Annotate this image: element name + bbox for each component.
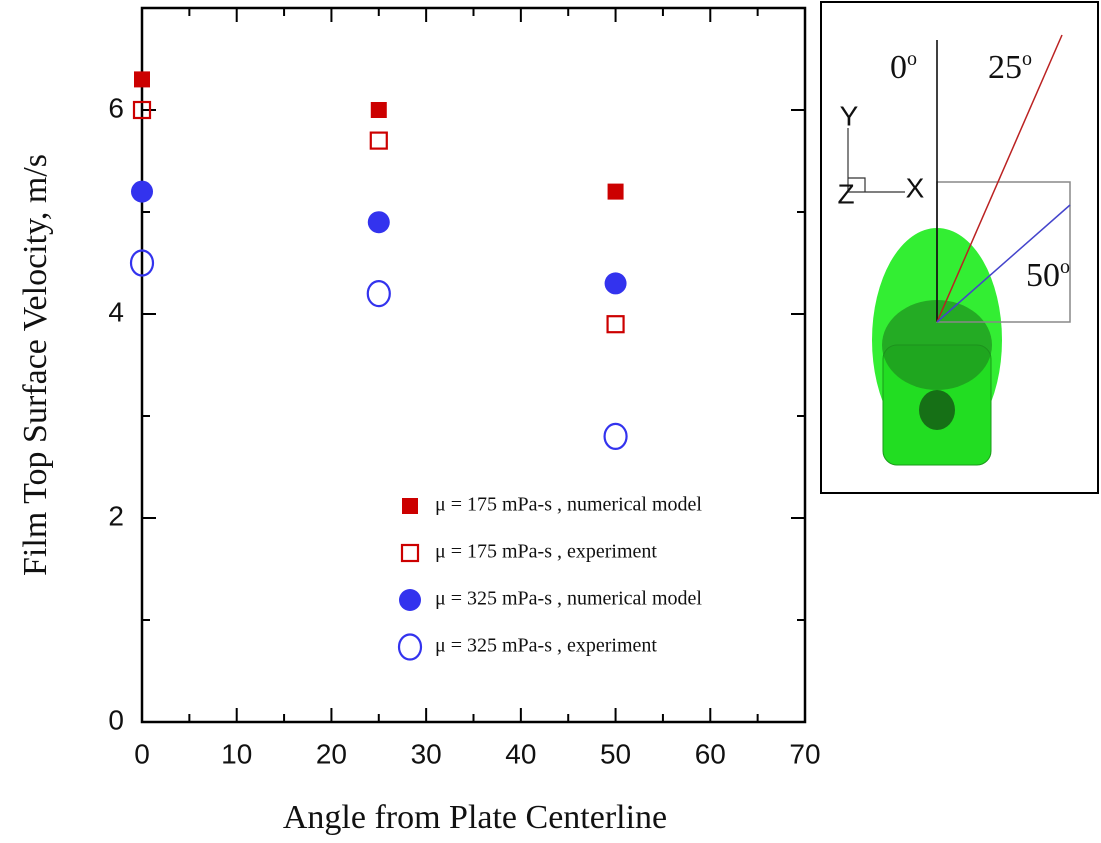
angle-label: 25o [988, 48, 1032, 86]
y-axis-title: Film Top Surface Velocity, m/s [17, 154, 54, 576]
marker [603, 422, 628, 450]
x-axis-title: Angle from Plate Centerline [283, 799, 667, 836]
x-tick-label: 50 [600, 738, 631, 769]
y-tick-label: 4 [108, 296, 124, 327]
legend-label: μ = 175 mPa-s , experiment [435, 541, 657, 563]
marker [134, 71, 150, 88]
axis-label: X [906, 172, 925, 203]
legend-label: μ = 175 mPa-s , numerical model [435, 494, 702, 516]
x-tick-label: 10 [221, 738, 252, 769]
marker [607, 183, 624, 200]
marker [370, 102, 387, 118]
marker [367, 211, 390, 234]
axis-triad [847, 128, 905, 193]
angle-label: 0o [890, 48, 917, 86]
angle-label: 50o [1026, 256, 1070, 294]
marker [131, 180, 153, 203]
marker [129, 249, 155, 277]
x-tick-label: 30 [411, 738, 442, 769]
y-tick-label: 0 [108, 704, 124, 735]
x-tick-label: 70 [789, 738, 820, 769]
marker [132, 100, 152, 120]
axis-label: Y [840, 100, 859, 131]
hole [919, 390, 955, 430]
x-tick-label: 20 [316, 738, 347, 769]
legend-label: μ = 325 mPa-s , numerical model [435, 588, 702, 610]
plot-frame [140, 6, 807, 724]
legend-marker [397, 633, 423, 661]
marker [369, 131, 388, 150]
angle-25-line [936, 34, 1063, 323]
y-tick-label: 2 [108, 500, 124, 531]
legend-marker [400, 543, 420, 563]
legend-marker [402, 498, 418, 514]
x-tick-label: 40 [505, 738, 536, 769]
x-tick-label: 0 [134, 738, 150, 769]
angle-50-line [936, 204, 1071, 323]
inset-diagram: Y X Z 0o 25o 50o [820, 1, 1099, 494]
marker [604, 272, 627, 295]
y-tick-label: 6 [108, 92, 124, 123]
legend-label: μ = 325 mPa-s , experiment [435, 635, 657, 657]
x-tick-label: 60 [695, 738, 726, 769]
marker [606, 315, 625, 334]
marker [366, 280, 391, 308]
axis-label: Z [837, 178, 854, 209]
legend-marker [399, 589, 421, 611]
